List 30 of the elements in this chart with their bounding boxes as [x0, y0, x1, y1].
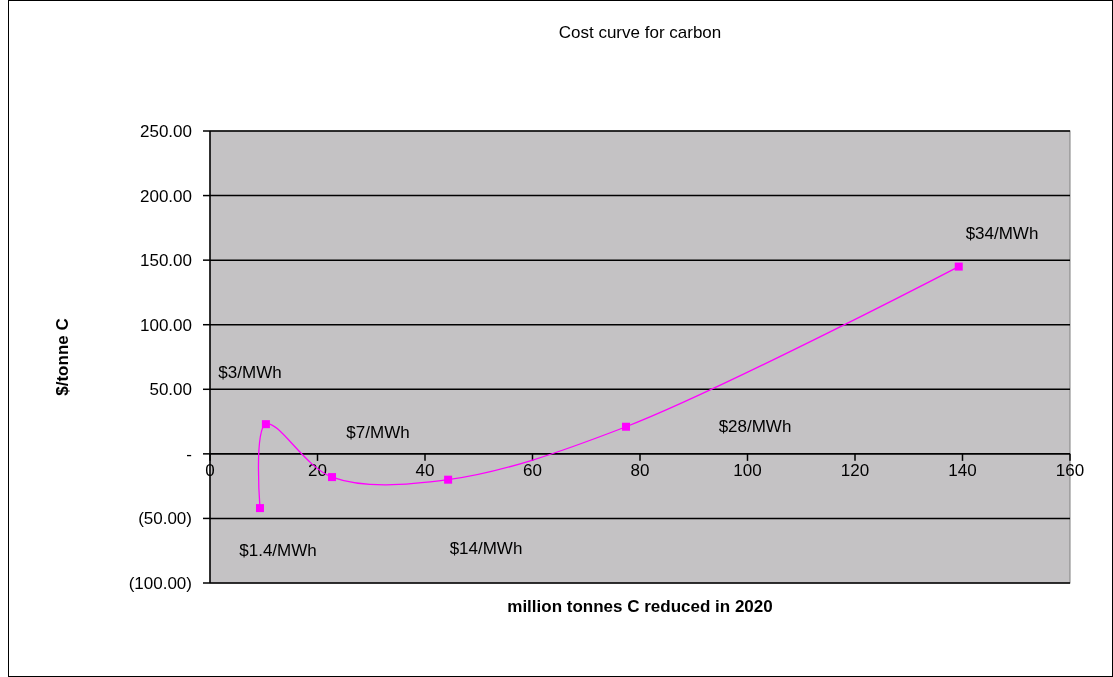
point	[255, 504, 264, 513]
x-tick-label: 60	[523, 460, 542, 480]
y-axis-title: $/tonne C	[53, 318, 72, 396]
y-tick-label: 200.00	[140, 186, 192, 206]
chart-title: Cost curve for carbon	[558, 23, 722, 42]
point	[444, 475, 453, 484]
x-tick-label: 80	[630, 460, 650, 480]
y-tick-label: (100.00)	[128, 574, 192, 593]
point	[261, 420, 270, 429]
y-tick-label: 100.00	[140, 315, 192, 335]
x-tick-label: 140	[948, 460, 977, 480]
y-tick-label: (50.00)	[138, 509, 192, 529]
x-tick-label: 160	[1055, 460, 1085, 480]
x-tick-label: 100	[733, 460, 762, 480]
y-tick-label: -	[186, 444, 192, 464]
annotation: $1.4/MWh	[239, 541, 317, 560]
annotation: $34/MWh	[965, 224, 1039, 243]
point	[328, 473, 337, 482]
point	[622, 422, 631, 431]
x-tick-label: 40	[415, 460, 435, 480]
point	[954, 262, 963, 271]
annotation: $28/MWh	[718, 417, 792, 436]
x-tick-label: 120	[840, 460, 870, 480]
y-tick-label: 50.00	[149, 380, 192, 400]
annotation: $14/MWh	[449, 539, 523, 558]
x-axis-title: million tonnes C reduced in 2020	[507, 597, 773, 616]
annotation: $3/MWh	[218, 363, 282, 382]
y-tick-label: 150.00	[140, 251, 192, 271]
y-tick-label: 250.00	[140, 122, 192, 141]
annotation: $7/MWh	[346, 423, 410, 442]
